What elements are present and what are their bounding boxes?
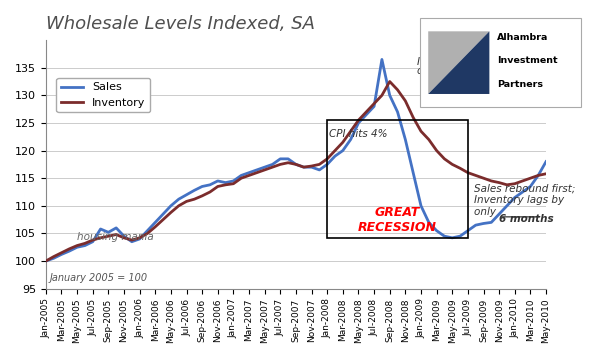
Text: Investment: Investment (498, 56, 558, 66)
Text: Inventory lags by: Inventory lags by (417, 57, 507, 67)
Text: Wholesale Levels Indexed, SA: Wholesale Levels Indexed, SA (46, 15, 315, 33)
Legend: Sales, Inventory: Sales, Inventory (57, 78, 150, 112)
Text: Partners: Partners (498, 79, 544, 89)
Text: Alhambra: Alhambra (498, 33, 549, 42)
Text: GREAT
RECESSION: GREAT RECESSION (358, 205, 437, 234)
Polygon shape (428, 32, 489, 94)
Polygon shape (428, 32, 489, 94)
Text: only: only (417, 66, 442, 76)
Text: housing mania: housing mania (77, 232, 154, 242)
Bar (327, 120, 468, 238)
Text: 2 months: 2 months (438, 66, 493, 76)
Text: 6 months: 6 months (499, 214, 554, 224)
Text: January 2005 = 100: January 2005 = 100 (49, 274, 148, 284)
Text: CPI hits 4%: CPI hits 4% (329, 129, 387, 139)
Text: Sales rebound first;
Inventory lags by
only: Sales rebound first; Inventory lags by o… (474, 184, 576, 217)
